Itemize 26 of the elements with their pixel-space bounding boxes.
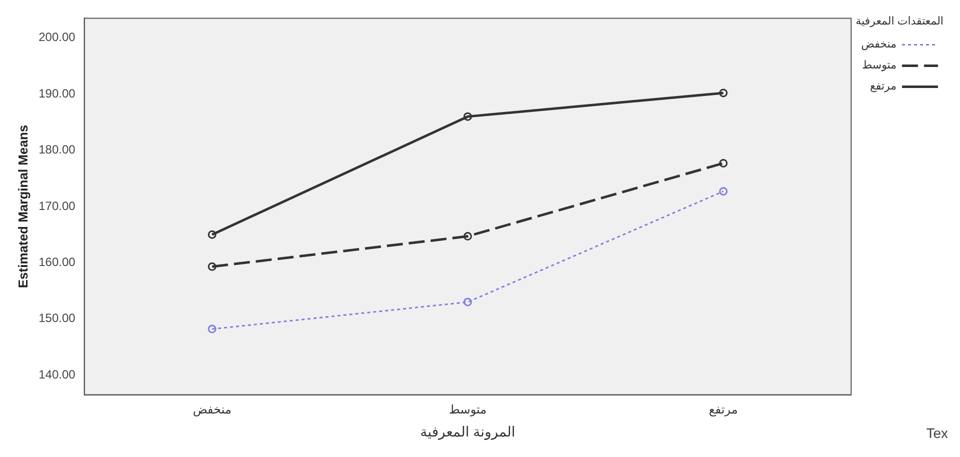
point xyxy=(463,298,472,306)
x-tick-label: مرتفع xyxy=(708,402,738,416)
y-tick-label: 170.00 xyxy=(38,198,76,213)
point xyxy=(208,262,216,271)
legend-label: متوسط xyxy=(862,60,897,72)
legend-label: منخفض xyxy=(861,38,897,51)
x-tick-label: منخفض xyxy=(192,402,232,416)
legend-title: المعتقدات المعرفية xyxy=(856,16,944,28)
x-axis-title: المرونة المعرفية xyxy=(420,423,516,440)
point xyxy=(719,158,728,168)
point xyxy=(463,232,472,241)
y-tick-label: 200.00 xyxy=(38,30,76,44)
point xyxy=(463,112,472,121)
point xyxy=(208,324,216,334)
point xyxy=(719,187,728,196)
point xyxy=(719,88,728,98)
y-axis-title: Estimated Marginal Means xyxy=(15,124,30,288)
y-tick-label: 190.00 xyxy=(38,86,76,100)
y-tick-label: 140.00 xyxy=(38,367,76,382)
y-tick-label: 180.00 xyxy=(38,142,76,157)
y-tick-label: 150.00 xyxy=(38,311,76,326)
legend-label: مرتفع xyxy=(870,80,897,93)
y-tick-label: 160.00 xyxy=(38,255,76,270)
x-tick-label: متوسط xyxy=(448,402,487,416)
text: Tex xyxy=(926,424,948,441)
point xyxy=(208,230,216,239)
